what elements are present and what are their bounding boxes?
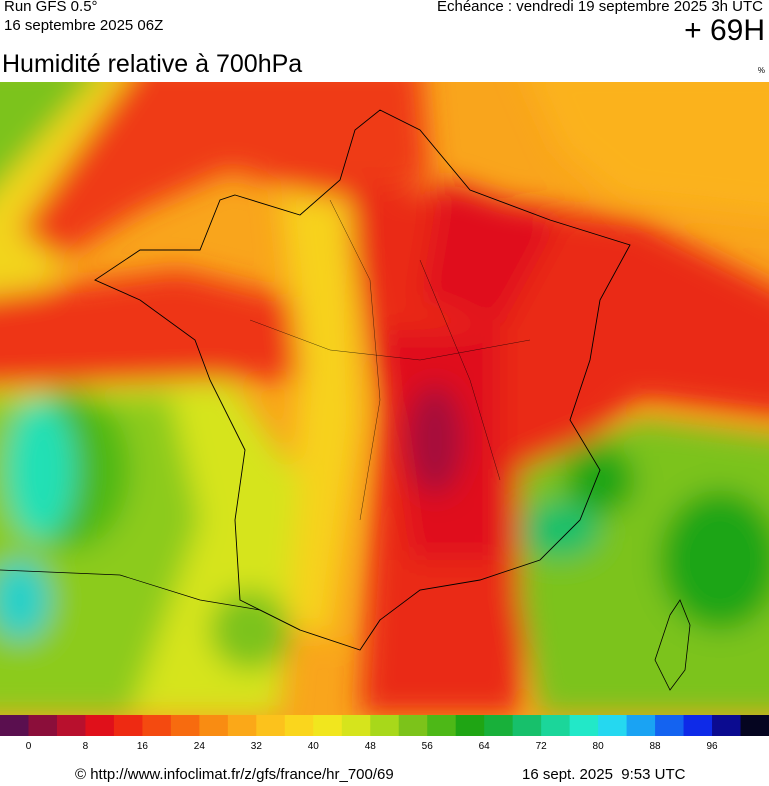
scale-swatch	[256, 715, 286, 736]
scale-swatch	[313, 715, 343, 736]
scale-swatch	[199, 715, 229, 736]
scale-swatch	[284, 715, 314, 736]
scale-swatch	[170, 715, 200, 736]
scale-swatch	[484, 715, 514, 736]
scale-label: 72	[536, 741, 548, 752]
run-label: Run GFS 0.5°	[4, 0, 98, 15]
scale-swatch	[683, 715, 713, 736]
scale-swatch	[85, 715, 115, 736]
scale-swatch	[569, 715, 599, 736]
scale-swatch	[512, 715, 542, 736]
color-scale: 0 8 16 24 32 40 48 56 64 72 80 88 96	[0, 715, 769, 752]
scale-label: 32	[251, 741, 263, 752]
scale-swatch	[227, 715, 257, 736]
source-url: © http://www.infoclimat.fr/z/gfs/france/…	[75, 766, 394, 783]
scale-swatch	[712, 715, 742, 736]
scale-label: 64	[479, 741, 491, 752]
scale-label: 80	[593, 741, 605, 752]
scale-label: 88	[650, 741, 662, 752]
scale-swatch	[455, 715, 485, 736]
scale-swatch	[142, 715, 172, 736]
scale-swatch	[427, 715, 457, 736]
forecast-time: Echéance : vendredi 19 septembre 2025 3h…	[436, 0, 763, 15]
scale-swatch	[28, 715, 58, 736]
timestamp: 16 sept. 2025 9:53 UTC	[522, 766, 686, 783]
scale-swatch	[598, 715, 628, 736]
scale-label: 56	[422, 741, 434, 752]
scale-label: 48	[365, 741, 377, 752]
scale-swatch	[56, 715, 86, 736]
scale-label: 0	[26, 741, 32, 752]
scale-swatch	[341, 715, 371, 736]
scale-swatch	[626, 715, 656, 736]
scale-swatch	[113, 715, 143, 736]
run-date: 16 septembre 2025 06Z	[4, 17, 164, 34]
scale-label: 96	[706, 741, 718, 752]
scale-label: 8	[83, 741, 89, 752]
scale-swatch	[655, 715, 685, 736]
scale-swatch	[0, 715, 29, 736]
scale-swatch	[398, 715, 428, 736]
scale-label: 16	[137, 741, 149, 752]
scale-swatch	[541, 715, 571, 736]
scale-label: 40	[308, 741, 320, 752]
scale-swatch	[370, 715, 400, 736]
scale-label: 24	[194, 741, 206, 752]
unit: %	[757, 66, 765, 75]
scale-swatch	[740, 715, 769, 736]
weather-map	[0, 82, 769, 715]
lead-time: + 69H	[684, 14, 765, 47]
map-title: Humidité relative à 700hPa	[2, 50, 303, 78]
